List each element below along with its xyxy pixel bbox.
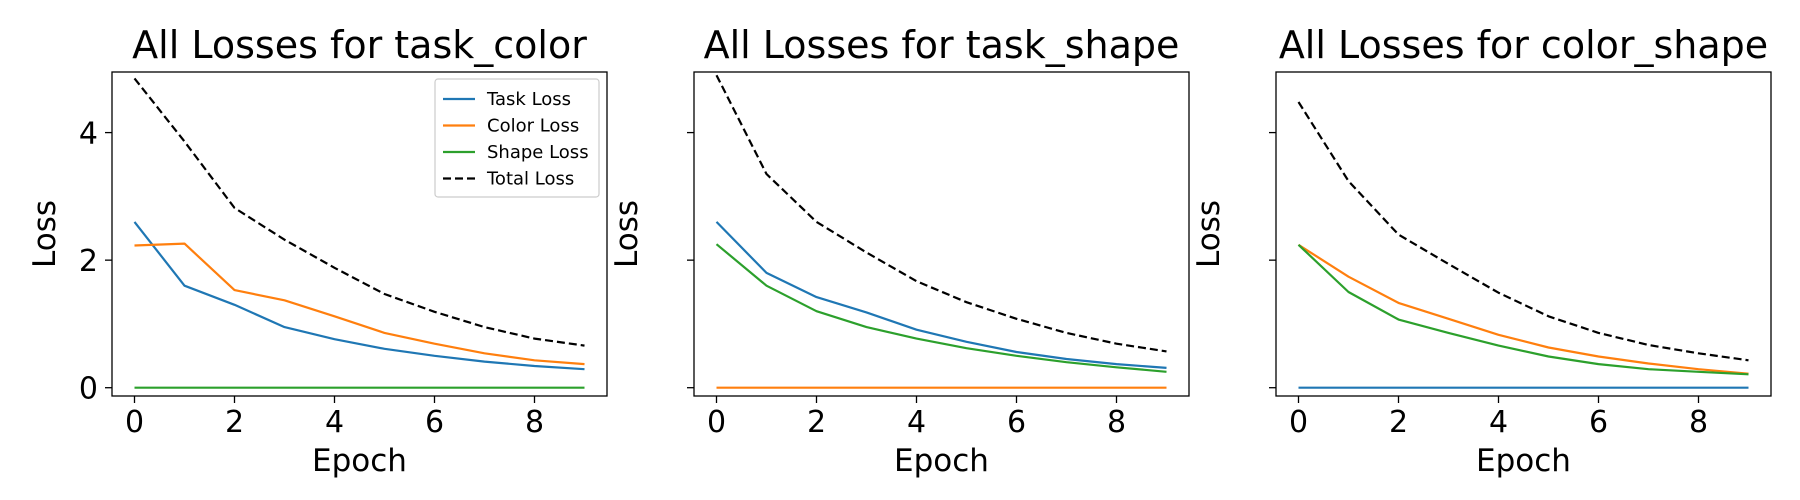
series-line-total-loss	[133, 77, 585, 347]
legend-label-total-loss: Total Loss	[486, 169, 574, 190]
series-line-task-loss	[715, 221, 1167, 369]
series-line-color-loss	[134, 242, 585, 366]
legend-label-shape-loss: Shape Loss	[487, 142, 589, 163]
x-tick-label: 8	[525, 405, 544, 440]
chart-title: All Losses for task_shape	[704, 23, 1180, 67]
x-tick-label: 0	[125, 405, 144, 440]
x-tick-label: 6	[1007, 405, 1026, 440]
chart-title: All Losses for color_shape	[1279, 23, 1768, 67]
series-line-total-loss	[1297, 101, 1749, 362]
x-axis-label: Epoch	[312, 443, 407, 479]
y-tick-label: 0	[79, 372, 98, 407]
plot-area	[693, 71, 1190, 397]
legend: Task Loss Color Loss Shape Loss Total Loss	[434, 78, 600, 198]
x-tick-label: 8	[1689, 405, 1708, 440]
series-line-shape-loss	[1297, 244, 1749, 376]
y-axis-label: Loss	[609, 200, 645, 268]
x-tick-label: 4	[325, 405, 344, 440]
y-tick-label: 4	[79, 117, 98, 152]
x-tick-label: 2	[225, 405, 244, 440]
series-line-task-loss	[133, 221, 585, 371]
x-tick-label: 2	[807, 405, 826, 440]
x-tick-label: 6	[1589, 405, 1608, 440]
x-tick-label: 0	[1289, 405, 1308, 440]
y-tick-label: 2	[79, 244, 98, 279]
x-tick-label: 0	[707, 405, 726, 440]
x-tick-label: 6	[425, 405, 444, 440]
x-tick-label: 8	[1107, 405, 1126, 440]
legend-box	[434, 78, 600, 198]
x-tick-label: 4	[1489, 405, 1508, 440]
legend-label-color-loss: Color Loss	[487, 116, 579, 137]
y-axis-label: Loss	[1191, 200, 1227, 268]
x-axis-label: Epoch	[894, 443, 989, 479]
plot-area	[111, 71, 608, 397]
series-line-color-loss	[1297, 243, 1749, 375]
chart-panel-3: All Losses for color_shape 0 2 4 6 8 Epoch Loss	[1191, 23, 1772, 479]
x-axis-label: Epoch	[1476, 443, 1571, 479]
x-tick-label: 2	[1389, 405, 1408, 440]
series-line-total-loss	[715, 74, 1167, 353]
chart-panel-2: All Losses for task_shape 0 2 4 6 8 Epoch Loss	[609, 23, 1190, 479]
legend-label-task-loss: Task Loss	[486, 89, 571, 110]
y-axis-label: Loss	[27, 200, 63, 268]
chart-title: All Losses for task_color	[132, 23, 587, 67]
x-tick-label: 4	[907, 405, 926, 440]
plot-area	[1275, 71, 1772, 397]
series-line-shape-loss	[715, 243, 1167, 373]
